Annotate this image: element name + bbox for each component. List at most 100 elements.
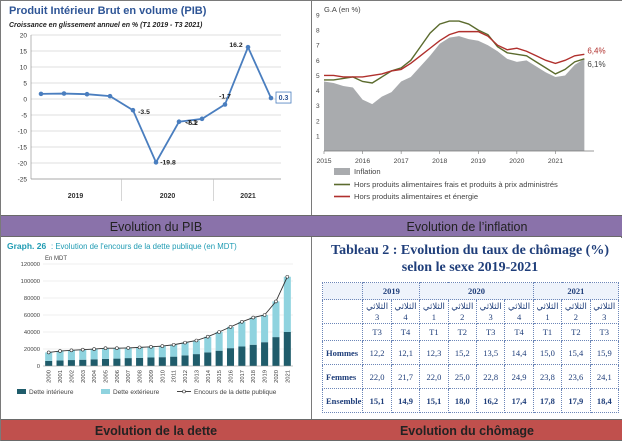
chomage-row-label: Ensemble: [321, 388, 364, 413]
dette-title: : Evolution de l'encours de la dette pub…: [51, 242, 237, 251]
chomage-corner-cell: [321, 282, 364, 300]
pib-point: [84, 91, 90, 97]
chomage-cell: 17,8: [532, 388, 563, 413]
dette-x-tick: 2020: [274, 370, 280, 383]
chomage-quarter-word: الثلاثي 4: [504, 299, 534, 324]
inflation-panel: G.A (en %) 1 2 3 4 5 6 7 8 9 2015 2016 2017 2018 2019 2…: [312, 1, 622, 215]
inflation-x-tick: 2019: [471, 158, 486, 165]
caption-pib: Evolution du PIB: [109, 220, 203, 234]
pib-point: [107, 93, 113, 99]
chomage-cell: 22,0: [362, 364, 392, 389]
pib-y-tick: -25: [18, 177, 28, 184]
dette-bar-exterieure: [67, 350, 75, 361]
pib-y-tick: 15: [20, 49, 28, 56]
dette-total-point: [240, 320, 244, 324]
pib-point: [268, 95, 274, 101]
dette-legend-label: Dette extérieure: [113, 389, 160, 396]
chomage-quarter-word: الثلاثي 1: [419, 299, 449, 324]
dette-bar-interieure: [272, 337, 280, 366]
chomage-quarter-code: T1: [419, 323, 449, 341]
inflation-y-tick: 8: [316, 28, 320, 35]
inflation-end-label: 6,1%: [587, 60, 605, 69]
dette-bar-exterieure: [158, 346, 166, 358]
pib-point: [199, 116, 205, 122]
inflation-legend-label: Inflation: [354, 167, 381, 176]
dette-bar-exterieure: [56, 351, 64, 361]
pib-y-tick: 20: [20, 33, 28, 40]
dette-bar-interieure: [215, 350, 223, 366]
caption-row-bottom: Evolution de la dette Evolution du chôma…: [1, 419, 622, 441]
chomage-cell: 13,5: [475, 340, 506, 365]
dette-x-tick: 2018: [251, 370, 257, 383]
dette-bar-exterieure: [204, 336, 212, 353]
dette-y-tick: 80000: [24, 296, 40, 302]
chomage-quarter-word: الثلاثي 1: [532, 299, 563, 324]
chomage-cell: 15,1: [419, 388, 449, 413]
pib-last-value-box: [275, 91, 292, 104]
caption-dette: Evolution de la dette: [94, 424, 218, 438]
chomage-cell: 12,1: [390, 340, 421, 365]
dette-legend-swatch: [101, 389, 110, 394]
dette-legend-label: Encours de la dette publique: [194, 389, 277, 396]
chomage-quarter-code: T4: [504, 323, 534, 341]
pib-point: [176, 119, 182, 125]
chomage-quarter-word: الثلاثي 3: [475, 299, 506, 324]
dette-bar-interieure: [136, 357, 144, 366]
dette-bar-interieure: [158, 357, 166, 366]
dette-total-point: [115, 346, 119, 350]
dette-total-point: [58, 349, 62, 353]
chomage-row-hommes: Hommes 12,2 12,1 12,3 15,2 13,5 14,4 15,…: [321, 340, 620, 365]
dette-total-point: [194, 338, 199, 343]
inflation-y-tick: 4: [316, 88, 320, 95]
chomage-cell: 15,9: [589, 340, 620, 365]
dette-bar-exterieure: [124, 347, 132, 359]
chomage-quarter-word: الثلاثي 3: [362, 299, 392, 324]
chomage-row-ensemble: Ensemble 15,1 14,9 15,1 18,0 16,2 17,4 1…: [321, 388, 620, 413]
pib-y-tick: 10: [20, 65, 28, 72]
dette-bar-interieure: [170, 356, 178, 366]
inflation-y-tick: 5: [316, 73, 320, 80]
pib-value-label: -3.5: [138, 109, 150, 116]
dette-x-tick: 2011: [172, 370, 178, 382]
dette-bar-exterieure: [238, 321, 246, 347]
dette-bar-exterieure: [136, 347, 144, 358]
dette-bar-exterieure: [170, 344, 178, 357]
dette-legend-swatch: [17, 389, 26, 394]
pib-value-label: -19.8: [160, 159, 176, 166]
chomage-quarter-code: T2: [447, 323, 477, 341]
chomage-quarter-code: T3: [475, 323, 506, 341]
chomage-quarter-word: الثلاثي 4: [390, 299, 421, 324]
dette-bar-interieure: [67, 360, 75, 366]
dette-bar-interieure: [283, 332, 291, 366]
dette-x-tick: 2002: [69, 370, 75, 383]
chomage-year-header: 2020: [419, 282, 534, 300]
caption-inflation: Evolution de l’inflation: [406, 220, 528, 234]
chomage-year-row: 2019 2020 2021: [321, 282, 620, 300]
pib-point: [245, 44, 251, 50]
inflation-x-tick: 2015: [316, 158, 331, 165]
dette-bar-interieure: [124, 358, 132, 366]
dette-x-tick: 2007: [126, 370, 132, 383]
chomage-row-label: Hommes: [321, 340, 364, 365]
dette-title-prefix: Graph. 26: [7, 241, 46, 251]
dette-total-point: [126, 346, 131, 350]
dette-x-tick: 2015: [217, 370, 223, 383]
dette-legend-marker: [182, 389, 186, 394]
pib-value-label: 16.2: [229, 42, 242, 49]
chomage-quarter-word: الثلاثي 2: [447, 299, 477, 324]
chomage-empty-cell: [321, 323, 364, 341]
dette-total-point: [103, 346, 108, 351]
chomage-quarter-code-row: T3 T4 T1 T2 T3 T4 T1 T2 T3: [321, 323, 620, 341]
inflation-unit-label: G.A (en %): [324, 5, 361, 14]
caption-row-top: Evolution du PIB Evolution de l’inflatio…: [1, 215, 622, 237]
dette-y-tick: 120000: [21, 262, 40, 268]
dette-bar-exterieure: [90, 349, 98, 360]
chomage-panel: Tableau 2 : Evolution du taux de chômage…: [312, 238, 622, 419]
chomage-cell: 24,1: [589, 364, 620, 389]
chomage-cell: 18,0: [447, 388, 477, 413]
chomage-cell: 25,0: [447, 364, 477, 389]
chomage-row-femmes: Femmes 22,0 21,7 22,0 25,0 22,8 24,9 23,…: [321, 364, 620, 389]
dette-bar-interieure: [249, 344, 257, 366]
dette-y-tick: 40000: [24, 330, 40, 336]
